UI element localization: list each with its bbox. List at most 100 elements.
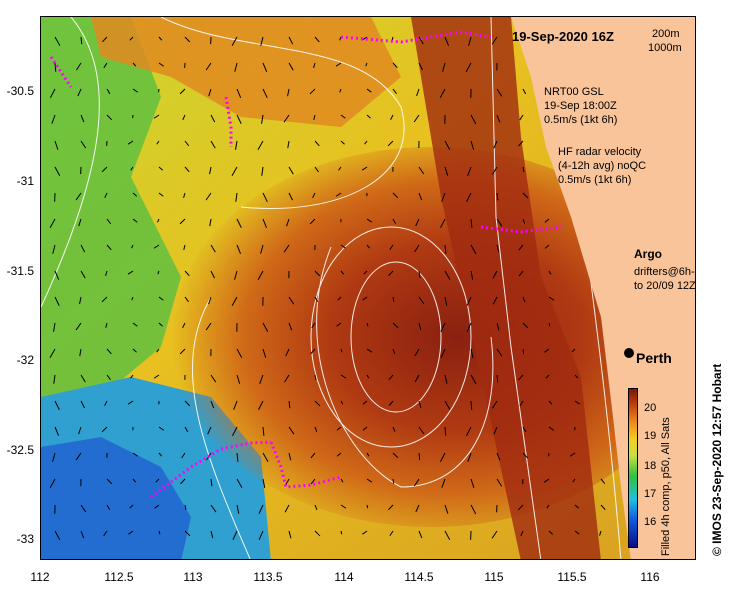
current-arrow bbox=[440, 322, 446, 332]
current-arrow bbox=[210, 244, 216, 253]
current-arrow bbox=[363, 270, 368, 275]
current-arrow bbox=[132, 478, 137, 483]
current-arrow bbox=[156, 140, 160, 145]
lat-tick: -32.5 bbox=[6, 443, 34, 457]
current-arrow bbox=[158, 192, 164, 197]
current-arrow bbox=[340, 400, 344, 405]
current-arrow bbox=[261, 114, 264, 124]
current-arrow bbox=[418, 270, 421, 279]
current-arrow bbox=[470, 114, 477, 125]
current-arrow bbox=[75, 322, 82, 331]
current-arrow bbox=[493, 140, 498, 149]
current-arrow bbox=[361, 166, 368, 171]
current-arrow bbox=[210, 270, 216, 279]
current-arrow bbox=[313, 114, 316, 121]
current-arrow bbox=[179, 218, 186, 225]
current-arrow bbox=[362, 426, 368, 431]
current-arrow bbox=[153, 374, 160, 379]
current-arrow bbox=[75, 452, 82, 461]
current-arrow bbox=[467, 166, 472, 177]
current-arrow bbox=[158, 166, 164, 171]
current-arrow bbox=[467, 452, 472, 463]
current-arrow bbox=[340, 244, 347, 249]
current-arrow bbox=[262, 452, 269, 463]
drifter-tracks bbox=[49, 30, 562, 499]
current-arrow bbox=[132, 62, 137, 67]
current-arrow bbox=[387, 140, 394, 147]
current-arrow bbox=[366, 114, 371, 119]
current-arrow bbox=[183, 244, 186, 250]
current-arrow bbox=[362, 400, 368, 405]
current-arrow bbox=[340, 374, 347, 379]
current-arrow bbox=[205, 192, 212, 201]
current-arrow bbox=[444, 270, 451, 280]
current-arrow bbox=[262, 478, 266, 488]
current-arrow bbox=[366, 218, 373, 223]
current-arrow bbox=[80, 270, 86, 279]
current-arrow bbox=[335, 62, 342, 67]
current-arrow bbox=[183, 192, 186, 198]
current-arrow bbox=[231, 166, 238, 177]
current-arrow bbox=[130, 374, 134, 379]
current-arrow bbox=[496, 88, 503, 97]
current-arrow bbox=[312, 192, 316, 199]
current-arrow bbox=[365, 62, 368, 67]
current-arrow bbox=[79, 296, 82, 305]
current-arrow bbox=[418, 62, 424, 71]
current-arrow bbox=[288, 166, 294, 175]
current-arrow bbox=[440, 218, 446, 228]
current-arrow bbox=[288, 322, 293, 331]
current-arrow bbox=[470, 400, 473, 410]
current-arrow bbox=[209, 218, 212, 227]
colorbar-label: Filled 4h comp, p50, All Sats bbox=[660, 417, 672, 556]
current-arrow bbox=[390, 114, 394, 120]
current-arrow bbox=[184, 36, 191, 43]
current-arrow bbox=[208, 296, 212, 305]
current-arrow bbox=[392, 348, 396, 354]
current-arrow bbox=[179, 348, 186, 355]
current-arrow bbox=[465, 62, 472, 73]
current-arrow bbox=[366, 478, 373, 483]
current-arrow bbox=[314, 36, 320, 43]
current-arrow bbox=[236, 478, 243, 489]
current-arrow bbox=[103, 62, 108, 69]
current-arrow bbox=[314, 270, 321, 277]
current-arrow bbox=[233, 400, 238, 410]
colorbar-tick: 17 bbox=[644, 488, 657, 500]
current-arrow bbox=[209, 166, 212, 175]
current-arrow bbox=[154, 504, 160, 509]
current-arrow bbox=[600, 478, 606, 484]
current-arrow bbox=[155, 478, 160, 483]
current-arrow bbox=[158, 36, 163, 41]
current-arrow bbox=[314, 504, 318, 511]
current-arrow bbox=[78, 426, 82, 435]
current-arrow bbox=[392, 218, 397, 224]
current-arrow bbox=[444, 400, 451, 410]
current-arrow bbox=[413, 114, 420, 123]
current-arrow bbox=[283, 244, 290, 253]
current-arrow bbox=[492, 296, 498, 305]
current-arrow bbox=[106, 374, 111, 381]
current-arrow bbox=[231, 36, 238, 47]
current-arrow bbox=[392, 192, 399, 199]
current-arrow bbox=[258, 530, 264, 540]
current-arrow bbox=[288, 36, 294, 45]
current-arrow bbox=[574, 530, 580, 535]
current-arrow bbox=[80, 114, 85, 123]
current-arrow bbox=[389, 530, 394, 537]
current-arrow bbox=[314, 166, 319, 173]
current-arrow bbox=[571, 348, 576, 353]
current-arrow bbox=[54, 36, 61, 46]
current-arrow bbox=[262, 218, 268, 228]
current-arrow bbox=[158, 296, 164, 301]
current-arrow bbox=[340, 348, 343, 353]
current-arrow bbox=[415, 504, 420, 513]
lon-tick: 115 bbox=[484, 570, 504, 584]
current-arrow bbox=[232, 426, 238, 436]
current-arrow bbox=[236, 348, 243, 358]
current-arrow bbox=[392, 62, 398, 69]
current-arrow bbox=[158, 62, 164, 67]
current-arrow bbox=[364, 140, 368, 145]
current-arrow bbox=[207, 426, 212, 435]
current-arrow bbox=[54, 530, 61, 540]
